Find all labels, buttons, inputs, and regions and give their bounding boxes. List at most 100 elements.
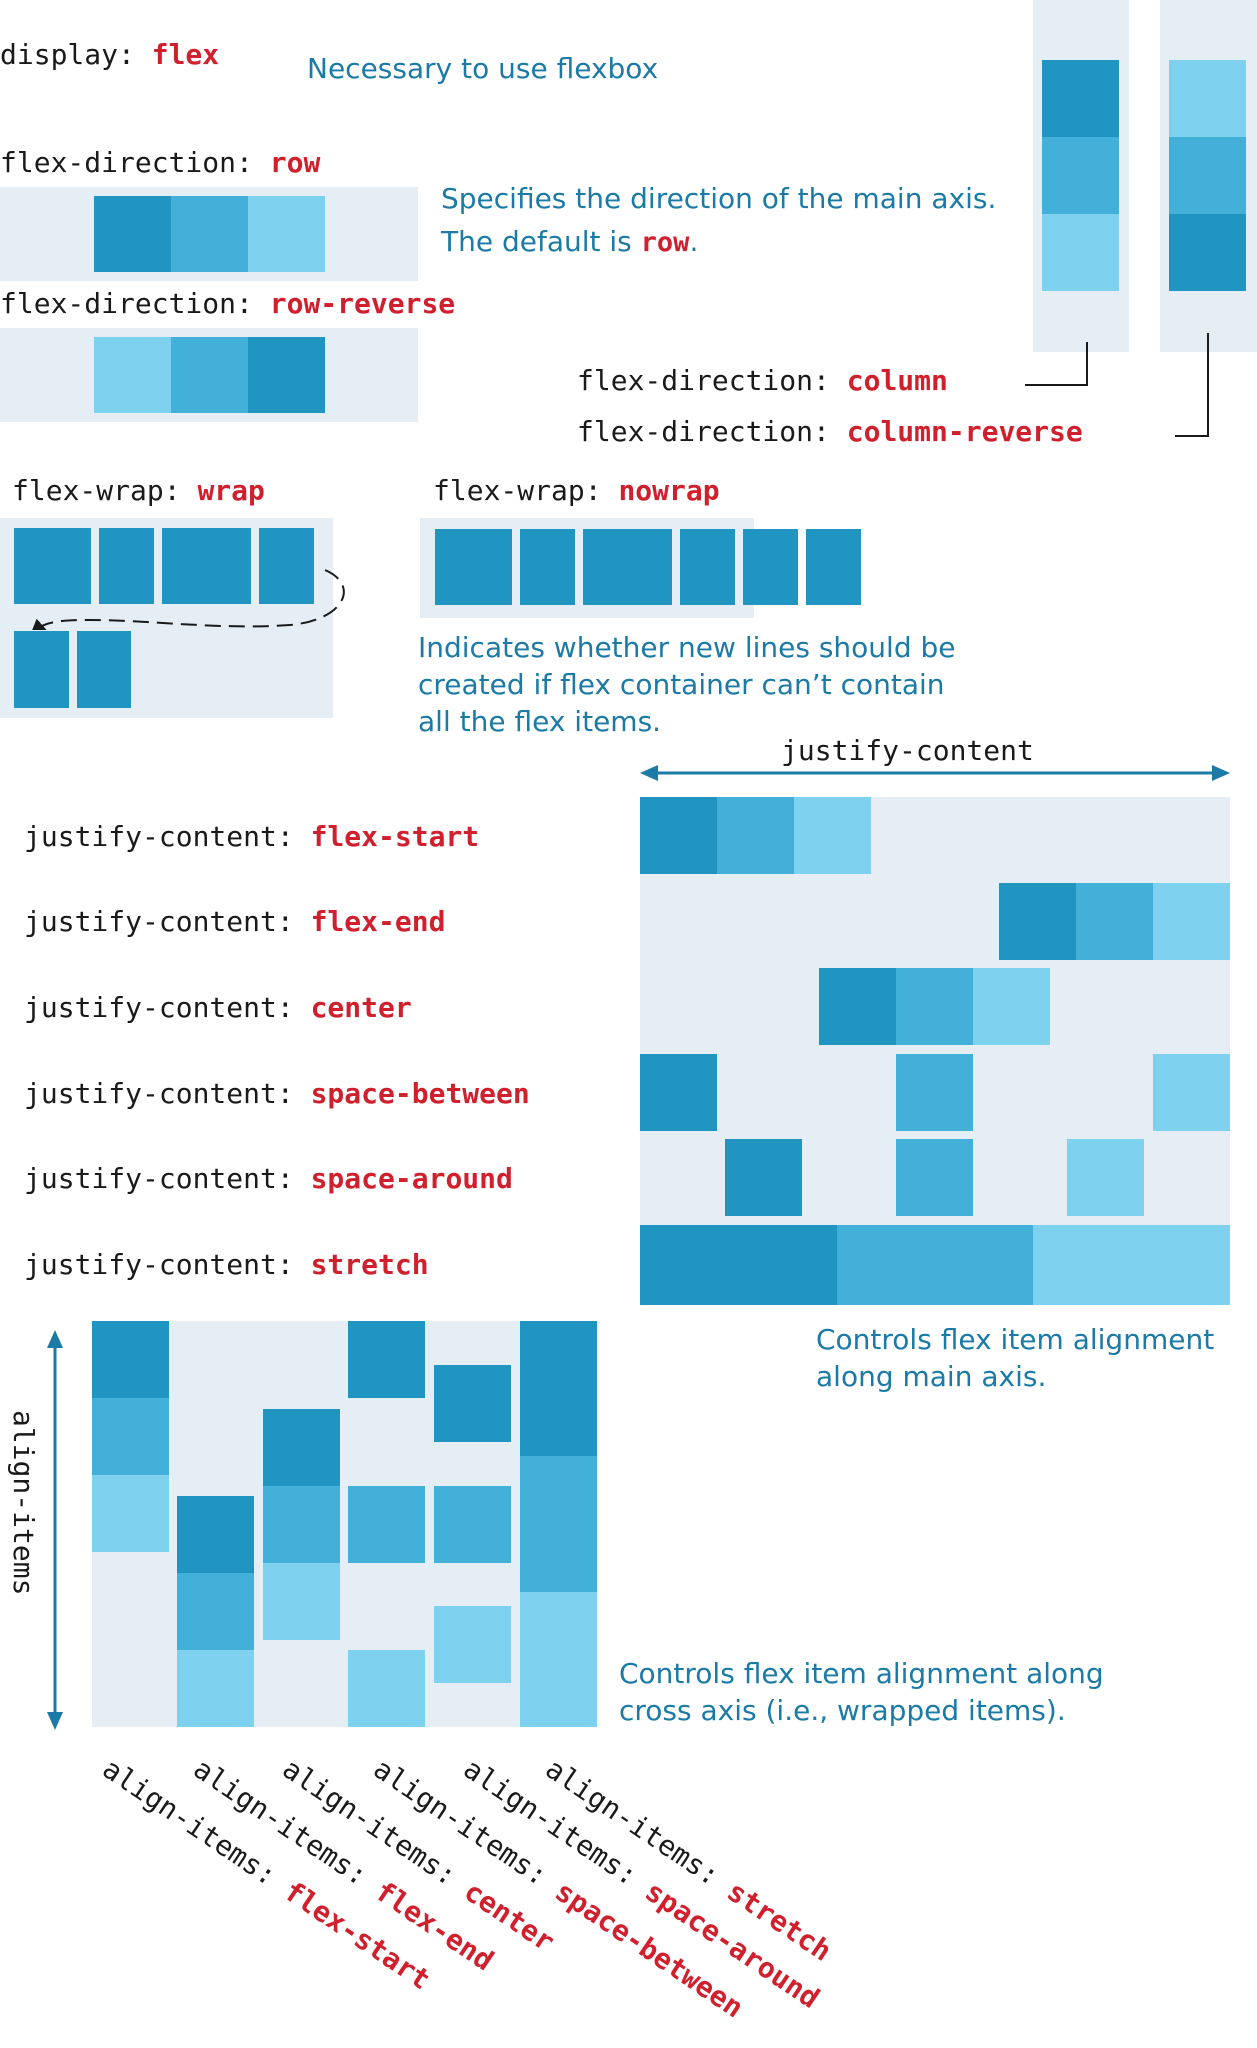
nowrap-item-4 bbox=[680, 529, 735, 605]
jc-property-5: justify-content: bbox=[24, 1162, 294, 1195]
align-axis-arrowhead-top bbox=[47, 1330, 63, 1348]
ai-center-item-2 bbox=[263, 1486, 340, 1563]
justify-content-space-around-label: justify-content: space-around bbox=[24, 1162, 513, 1195]
align-items-axis-label: align-items bbox=[7, 1410, 40, 1596]
nowrap-item-1 bbox=[435, 529, 512, 605]
ai-space-around-item-1 bbox=[434, 1365, 511, 1442]
align-items-description-line2: cross axis (i.e., wrapped items). bbox=[619, 1694, 1066, 1727]
flex-wrap-nowrap-label: flex-wrap: nowrap bbox=[433, 474, 720, 507]
nowrap-container bbox=[420, 518, 861, 618]
row-reverse-item-3 bbox=[94, 337, 171, 413]
ai-stretch-item-2 bbox=[520, 1456, 597, 1592]
jc-value-stretch: stretch bbox=[310, 1248, 429, 1281]
nowrap-item-2 bbox=[520, 529, 575, 605]
column-item-3 bbox=[1042, 214, 1119, 291]
wrap-item-5 bbox=[14, 631, 69, 708]
justify-content-description-line2: along main axis. bbox=[816, 1360, 1047, 1393]
column-connector bbox=[1025, 342, 1088, 386]
justify-content-center-label: justify-content: center bbox=[24, 991, 412, 1024]
row-item-2 bbox=[171, 196, 248, 272]
justify-content-axis-arrow bbox=[640, 765, 1230, 781]
ai-flex-end-item-3 bbox=[177, 1650, 254, 1727]
column-reverse-connector bbox=[1175, 333, 1209, 437]
jc-value-flex-end: flex-end bbox=[310, 905, 446, 938]
justify-content-axis-label: justify-content bbox=[781, 734, 1034, 767]
jc-center-item-1 bbox=[819, 968, 896, 1045]
jc-stretch-item-2 bbox=[837, 1225, 1033, 1305]
flex-direction-row-reverse-value: row-reverse bbox=[269, 287, 456, 320]
column-reverse-container bbox=[1160, 0, 1257, 352]
flex-wrap-wrap-property: flex-wrap: bbox=[12, 474, 181, 507]
jc-space-between-item-1 bbox=[640, 1054, 717, 1131]
column-reverse-item-2 bbox=[1169, 137, 1246, 214]
flex-wrap-description-line3: all the flex items. bbox=[418, 705, 662, 738]
flex-direction-row-label: flex-direction: row bbox=[0, 146, 320, 179]
ai-flex-start-item-2 bbox=[92, 1398, 169, 1475]
ai-space-between-item-1 bbox=[348, 1321, 425, 1398]
description-default-value: row bbox=[640, 227, 690, 258]
row-reverse-item-2 bbox=[171, 337, 248, 413]
column-connector-lines bbox=[1025, 333, 1209, 437]
flex-direction-column-reverse-property: flex-direction: bbox=[577, 415, 830, 448]
justify-content-stretch-label: justify-content: stretch bbox=[24, 1248, 429, 1281]
flex-direction-row-reverse-label: flex-direction: row-reverse bbox=[0, 287, 455, 320]
jc-space-around-item-2 bbox=[896, 1139, 973, 1216]
flex-direction-row-reverse-property: flex-direction: bbox=[0, 287, 253, 320]
ai-space-between-item-2 bbox=[348, 1486, 425, 1563]
align-items-axis-arrow bbox=[47, 1330, 63, 1730]
wrap-item-1 bbox=[14, 528, 91, 604]
align-items-description: Controls flex item alignment along cross… bbox=[619, 1655, 1104, 1729]
jc-flex-end-item-3 bbox=[1153, 883, 1230, 960]
flex-wrap-nowrap-value: nowrap bbox=[618, 474, 720, 507]
ai-flex-start-item-3 bbox=[92, 1475, 169, 1552]
jc-value-center: center bbox=[310, 991, 412, 1024]
description-default-prefix: The default is bbox=[441, 225, 641, 258]
flex-direction-column-property: flex-direction: bbox=[577, 364, 830, 397]
jc-property-4: justify-content: bbox=[24, 1077, 294, 1110]
flex-wrap-wrap-value: wrap bbox=[197, 474, 265, 507]
column-item-2 bbox=[1042, 137, 1119, 214]
flex-direction-column-value: column bbox=[846, 364, 948, 397]
wrap-arrow bbox=[30, 569, 345, 630]
align-items-description-line1: Controls flex item alignment along bbox=[619, 1657, 1104, 1690]
nowrap-item-6 bbox=[806, 529, 861, 605]
jc-flex-end-item-2 bbox=[1076, 883, 1153, 960]
flex-direction-column-label: flex-direction: column bbox=[577, 364, 948, 397]
flex-wrap-nowrap-property: flex-wrap: bbox=[433, 474, 602, 507]
justify-content-container bbox=[640, 797, 1230, 1305]
ai-flex-end-item-1 bbox=[177, 1496, 254, 1573]
jc-value-space-around: space-around bbox=[310, 1162, 513, 1195]
row-reverse-item-1 bbox=[248, 337, 325, 413]
column-item-1 bbox=[1042, 60, 1119, 137]
nowrap-item-3 bbox=[583, 529, 672, 605]
jc-property-6: justify-content: bbox=[24, 1248, 294, 1281]
flex-direction-row-value: row bbox=[269, 146, 321, 179]
flex-direction-column-reverse-value: column-reverse bbox=[846, 415, 1083, 448]
justify-axis-arrowhead-left bbox=[640, 765, 658, 781]
jc-stretch-item-1 bbox=[640, 1225, 837, 1305]
wrap-item-3 bbox=[162, 528, 251, 604]
justify-content-flex-end-label: justify-content: flex-end bbox=[24, 905, 445, 938]
jc-center-item-2 bbox=[896, 968, 973, 1045]
ai-center-item-1 bbox=[263, 1409, 340, 1486]
jc-flex-start-item-1 bbox=[640, 797, 717, 874]
justify-content-space-between-label: justify-content: space-between bbox=[24, 1077, 530, 1110]
row-item-1 bbox=[94, 196, 171, 272]
flex-wrap-description: Indicates whether new lines should be cr… bbox=[418, 629, 956, 740]
flex-wrap-wrap-label: flex-wrap: wrap bbox=[12, 474, 265, 507]
jc-property-2: justify-content: bbox=[24, 905, 294, 938]
jc-property-3: justify-content: bbox=[24, 991, 294, 1024]
ai-flex-end-item-2 bbox=[177, 1573, 254, 1650]
wrap-container bbox=[0, 518, 333, 718]
jc-flex-start-item-3 bbox=[794, 797, 871, 874]
row-reverse-container bbox=[0, 328, 418, 422]
column-reverse-item-1 bbox=[1169, 214, 1246, 291]
display-property: display: bbox=[0, 38, 135, 71]
align-items-space-around-label: align-items: space-around bbox=[458, 1752, 826, 2015]
ai-stretch-item-3 bbox=[520, 1592, 597, 1727]
jc-value-flex-start: flex-start bbox=[310, 820, 480, 853]
wrap-item-4 bbox=[259, 528, 314, 604]
description-default-suffix: . bbox=[689, 225, 699, 258]
jc-space-around-item-3 bbox=[1067, 1139, 1144, 1216]
justify-axis-arrowhead-right bbox=[1212, 765, 1230, 781]
